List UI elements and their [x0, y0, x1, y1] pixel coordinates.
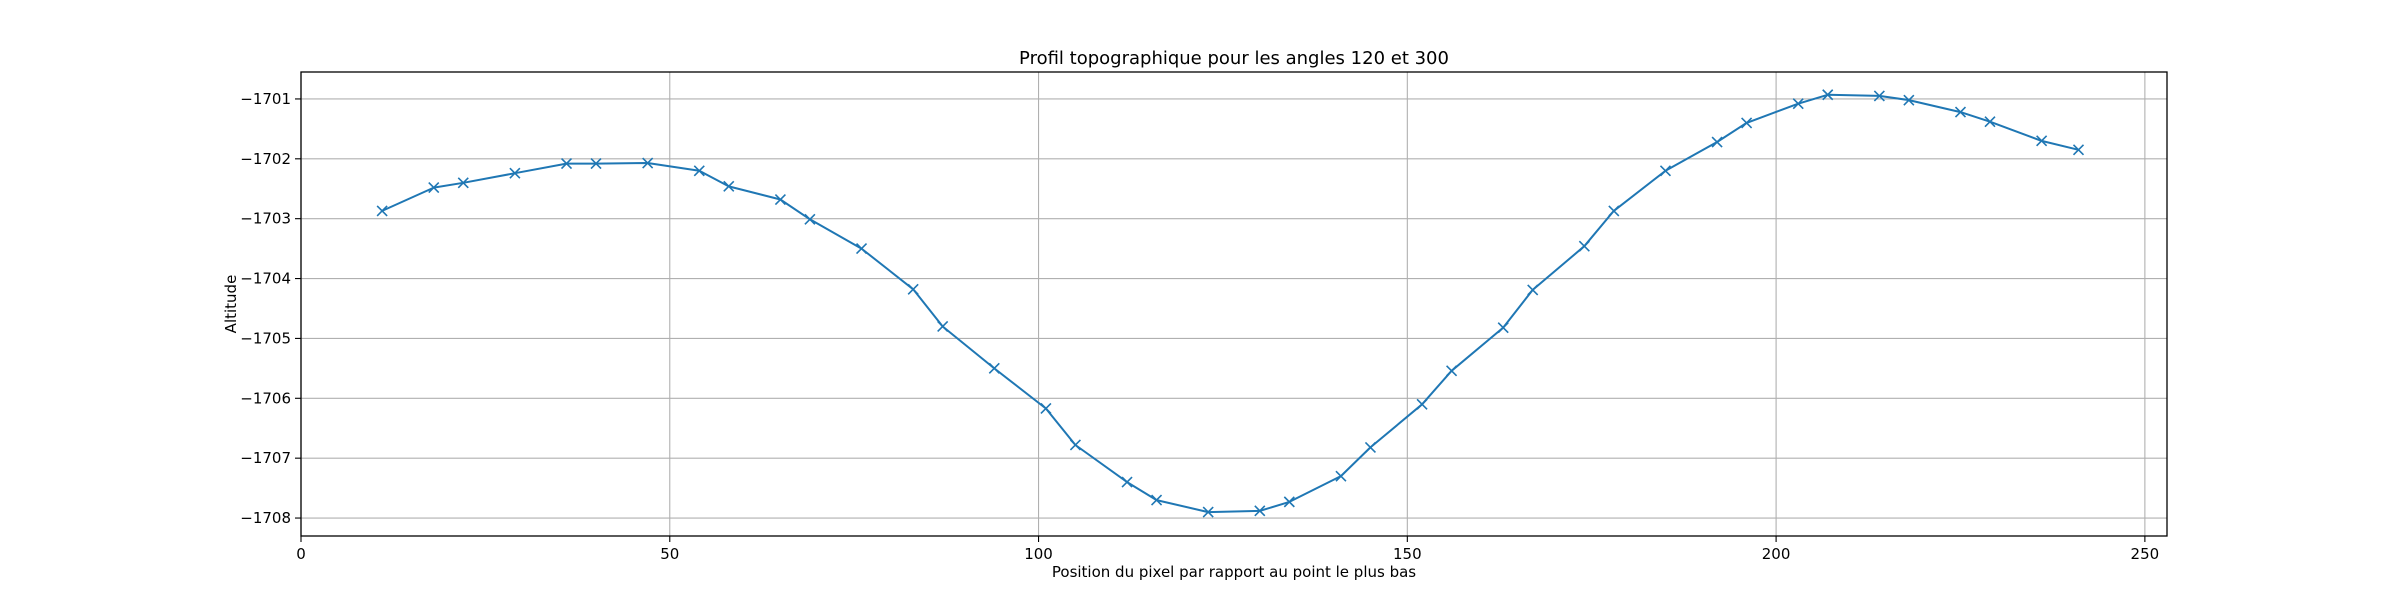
data-point-marker — [855, 243, 868, 255]
series-layer — [376, 89, 2085, 518]
y-tick-label: −1705 — [240, 329, 291, 347]
data-point-marker — [1364, 441, 1377, 453]
data-point-marker — [1335, 470, 1347, 482]
x-axis: 0 50 100 150 200 250 — [296, 536, 2159, 563]
x-tick-label: 200 — [1762, 545, 1791, 563]
data-point-marker — [937, 320, 949, 333]
data-point-marker — [376, 205, 388, 217]
data-point-marker — [907, 283, 919, 295]
data-point-marker — [428, 181, 440, 194]
data-point-marker — [1711, 136, 1723, 148]
data-point-marker — [1527, 284, 1539, 296]
data-point-marker — [590, 158, 602, 170]
data-point-marker — [1202, 506, 1214, 518]
data-point-marker — [1984, 116, 1996, 128]
data-point-marker — [560, 158, 573, 170]
data-point-marker — [988, 362, 1000, 374]
data-point-marker — [2072, 144, 2085, 156]
x-tick-label: 250 — [2131, 545, 2160, 563]
data-point-marker — [509, 167, 521, 179]
data-point-marker — [2036, 135, 2048, 147]
data-point-marker — [1954, 106, 1967, 118]
y-tick-label: −1708 — [240, 509, 291, 527]
grid — [300, 72, 2167, 536]
x-tick-label: 100 — [1024, 545, 1053, 563]
data-point-marker — [1446, 365, 1458, 377]
x-axis-label: Position du pixel par rapport au point l… — [1052, 563, 1416, 581]
y-tick-label: −1703 — [240, 210, 291, 228]
data-point-marker — [1578, 240, 1590, 252]
data-point-marker — [1497, 322, 1509, 334]
y-axis-label: Altitude — [222, 275, 240, 334]
x-tick-label: 0 — [296, 545, 306, 563]
y-tick-label: −1702 — [240, 150, 291, 168]
data-point-marker — [693, 165, 705, 177]
data-point-marker — [1608, 205, 1620, 217]
y-tick-label: −1706 — [240, 389, 291, 407]
data-point-marker — [1903, 94, 1915, 106]
data-point-marker — [1150, 494, 1163, 506]
data-point-marker — [1741, 117, 1753, 129]
data-point-marker — [1121, 476, 1133, 488]
data-point-marker — [1873, 90, 1885, 102]
data-point-marker — [1069, 439, 1081, 451]
data-point-marker — [1040, 402, 1052, 415]
data-point-marker — [1283, 496, 1295, 508]
data-point-marker — [642, 157, 654, 169]
data-point-marker — [1659, 165, 1672, 177]
chart-title: Profil topographique pour les angles 120… — [1019, 48, 1449, 69]
y-tick-label: −1704 — [240, 270, 291, 288]
data-point-marker — [1416, 398, 1428, 410]
x-tick-label: 50 — [660, 545, 679, 563]
x-tick-label: 150 — [1393, 545, 1422, 563]
y-tick-label: −1701 — [240, 90, 291, 108]
y-tick-label: −1707 — [240, 449, 291, 467]
data-point-marker — [1822, 89, 1834, 101]
data-point-marker — [774, 193, 786, 206]
data-point-marker — [804, 213, 816, 225]
y-axis: −1701 −1702 −1703 −1704 −1705 −1706 −1707 −1708 — [240, 90, 301, 527]
data-point-marker — [1254, 505, 1266, 517]
data-point-marker — [1792, 98, 1804, 110]
data-point-marker — [457, 177, 469, 189]
data-point-marker — [723, 180, 735, 192]
plot-frame — [300, 71, 2168, 537]
